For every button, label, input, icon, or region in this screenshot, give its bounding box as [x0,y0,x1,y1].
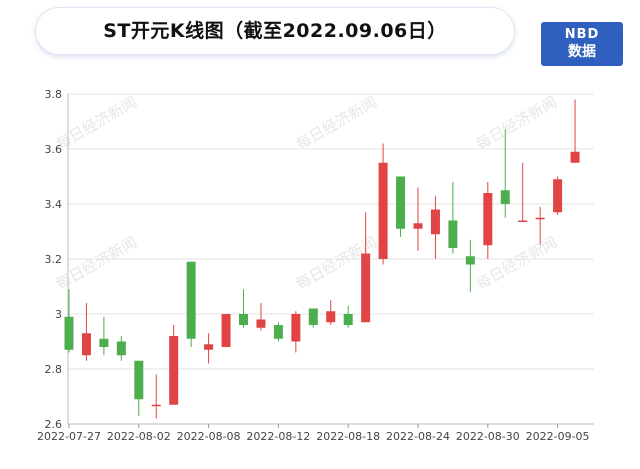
candle-body [448,220,458,248]
candle [483,182,493,259]
title-pill [36,8,514,54]
candle-body [221,314,231,347]
axes [67,94,594,428]
x-tick-label: 2022-09-05 [526,430,590,443]
candle [448,182,458,254]
x-tick-label: 2022-08-24 [386,430,450,443]
y-tick-label: 2.8 [45,363,63,376]
x-tick-label: 2022-08-02 [107,430,171,443]
y-tick-label: 2.6 [45,418,63,431]
candle-body [326,311,336,323]
candle-body [483,193,493,246]
nbd-logo: NBD 数据 [541,22,623,66]
candle-body [378,162,388,259]
watermark-text: 每日经济新闻 [53,233,140,294]
candle-body [535,217,545,220]
x-tick-label: 2022-08-18 [316,430,380,443]
candle [465,239,475,292]
candle-body [343,314,353,325]
watermark-text: 每日经济新闻 [293,93,380,154]
candle-body [256,319,266,328]
chart-title: ST开元K线图（截至2022.09.06日） [103,20,447,42]
candle [570,99,580,163]
candle-body [81,333,91,356]
candle-body [239,314,248,325]
x-tick-label: 2022-08-08 [177,430,241,443]
candle-body [134,360,144,400]
candle-body [169,336,179,405]
candle [169,325,179,405]
grid-lines [68,93,594,425]
candle [64,289,74,353]
candle [343,305,353,328]
candle-body [570,151,580,163]
candle [239,289,248,328]
candle [518,162,528,222]
candle [186,261,196,347]
y-tick-label: 3.8 [45,88,63,101]
candle [81,303,91,361]
candle [413,187,423,251]
y-tick-label: 3.4 [45,198,63,211]
candle [308,308,318,328]
candle [273,322,283,342]
watermark-text: 每日经济新闻 [473,93,560,154]
candle [553,176,563,215]
candle-body [186,261,196,339]
logo-line-1: NBD [564,27,600,42]
candle [500,129,510,218]
candle [396,176,406,237]
candle-body [204,344,214,350]
candle-body [361,253,371,323]
candle [151,374,161,419]
watermark-text: 每日经济新闻 [53,93,140,154]
x-tick-label: 2022-07-27 [37,430,101,443]
candle [116,336,126,361]
candle [204,333,214,364]
candle [326,300,336,325]
candle-body [413,223,423,229]
candle-body [518,220,528,222]
candle-body [308,308,318,325]
candle-body [465,256,475,265]
candle [378,143,388,265]
y-tick-label: 3.6 [45,143,63,156]
x-tick-label: 2022-08-12 [246,430,310,443]
candle [430,195,440,259]
candle-body [396,176,406,229]
candle [221,314,231,347]
logo-line-2: 数据 [568,44,596,60]
candle [361,212,371,323]
candle-body [273,325,283,339]
candle-body [553,179,563,213]
candle [291,311,301,353]
candle-body [64,316,74,350]
candle-body [99,338,109,347]
candle-body [500,190,510,204]
candle [256,303,266,331]
candle [535,206,545,246]
candle [99,316,109,356]
candle-body [430,209,440,235]
candle-body [291,314,301,342]
title-banner: ST开元K线图（截至2022.09.06日） NBD 数据 [0,0,640,66]
candle-body [151,404,161,407]
y-tick-label: 3 [55,308,62,321]
tick-labels: 2.6 2.8 3 3.2 3.4 3.6 3.8 2022-07-27 2022-08-02 2… [37,88,590,443]
candle-body [116,341,126,356]
y-tick-label: 3.2 [45,253,63,266]
candle [134,360,144,416]
x-tick-label: 2022-08-30 [456,430,520,443]
candles [64,99,580,419]
